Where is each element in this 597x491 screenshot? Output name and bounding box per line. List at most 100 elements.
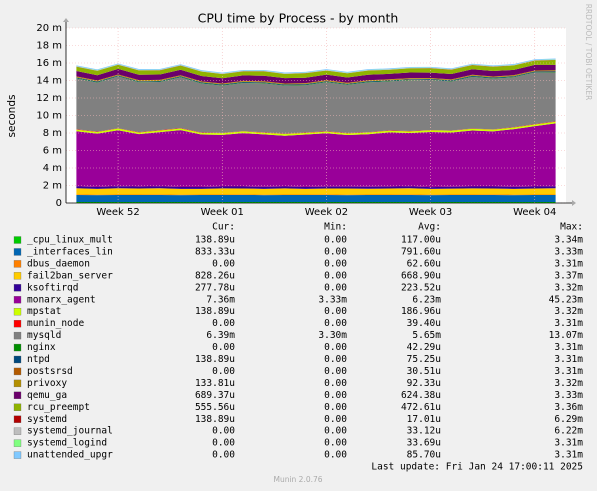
legend-stat: 186.96u xyxy=(401,306,441,317)
legend-header: Cur: xyxy=(212,222,235,233)
legend-stat: 0.00 xyxy=(324,414,347,425)
legend-stat: 0.00 xyxy=(324,270,347,281)
legend-name: systemd_journal xyxy=(27,426,113,437)
legend-stat: 0.00 xyxy=(324,438,347,449)
legend-name: qemu_ga xyxy=(27,390,67,401)
area xyxy=(76,123,556,188)
legend-swatch xyxy=(13,236,22,244)
legend-stat: 555.56u xyxy=(195,402,235,413)
legend-stat: 3.31m xyxy=(554,318,583,329)
y-tick-label: 6 m xyxy=(43,146,62,157)
legend-stat: 3.36m xyxy=(554,402,583,413)
legend-header: Max: xyxy=(560,222,583,233)
legend-name: ntpd xyxy=(27,354,50,365)
legend-name: mysqld xyxy=(27,330,61,341)
legend-stat: 0.00 xyxy=(324,378,347,389)
legend-swatch xyxy=(13,367,22,376)
legend-swatch xyxy=(13,355,22,364)
legend-stat: 3.31m xyxy=(554,366,583,377)
legend-stat: 277.78u xyxy=(195,282,235,293)
area xyxy=(76,72,556,134)
legend-stat: 223.52u xyxy=(401,282,441,293)
y-tick-label: 0 xyxy=(56,198,62,209)
legend-name: _cpu_linux_mult xyxy=(27,235,113,246)
legend-stat: 7.36m xyxy=(206,294,235,305)
legend-swatch xyxy=(13,319,22,328)
legend-stat: 3.31m xyxy=(554,258,583,269)
legend-swatch xyxy=(13,379,22,388)
y-tick-label: 16 m xyxy=(36,58,62,69)
legend-stat: 138.89u xyxy=(195,235,235,246)
legend-stat: 0.00 xyxy=(324,390,347,401)
legend-stat: 0.00 xyxy=(324,246,347,257)
y-tick-label: 10 m xyxy=(36,111,62,122)
x-tick-label: Week 52 xyxy=(96,207,139,218)
legend-stat: 42.29u xyxy=(407,342,441,353)
legend-stat: 0.00 xyxy=(212,342,235,353)
legend-swatch xyxy=(13,296,22,304)
legend-stat: 3.32m xyxy=(554,306,583,317)
y-tick-label: 8 m xyxy=(43,128,62,139)
legend-stat: 45.23m xyxy=(549,294,584,305)
legend-name: nginx xyxy=(27,342,56,353)
legend-stat: 689.37u xyxy=(195,390,235,401)
legend-stat: 472.61u xyxy=(401,402,441,413)
area xyxy=(76,194,556,196)
legend-name: rcu_preempt xyxy=(27,402,90,413)
legend-swatch xyxy=(13,403,22,411)
legend-name: dbus_daemon xyxy=(27,258,90,269)
legend-stat: 833.33u xyxy=(195,246,235,257)
legend-name: systemd xyxy=(27,414,67,425)
legend-stat: 17.01u xyxy=(407,414,441,425)
legend-stat: 0.00 xyxy=(324,306,347,317)
legend-name: postsrsd xyxy=(27,366,73,377)
legend-swatch xyxy=(13,260,22,268)
legend-stat: 13.07m xyxy=(549,330,584,341)
legend-header: Avg: xyxy=(418,222,441,233)
area xyxy=(76,64,556,84)
legend-stat: 0.00 xyxy=(324,402,347,413)
axis-arrow xyxy=(572,200,576,206)
legend-swatch xyxy=(13,439,22,447)
legend-stat: 0.00 xyxy=(324,450,347,461)
area xyxy=(76,70,556,85)
legend-swatch xyxy=(13,331,22,340)
legend-swatch xyxy=(13,391,22,400)
legend-swatch xyxy=(13,248,22,256)
legend-stat: 3.33m xyxy=(318,294,347,305)
legend-stat: 791.60u xyxy=(401,246,441,257)
x-tick-label: Week 04 xyxy=(513,207,556,218)
legend-stat: 75.25u xyxy=(407,354,441,365)
legend-stat: 138.89u xyxy=(195,354,235,365)
legend-name: unattended_upgr xyxy=(27,450,113,461)
legend-swatch xyxy=(13,272,22,280)
legend-name: munin_node xyxy=(27,318,84,329)
legend-name: ksoftirqd xyxy=(27,282,78,293)
legend-stat: 0.00 xyxy=(324,258,347,269)
legend-stat: 138.89u xyxy=(195,414,235,425)
legend-swatch xyxy=(13,451,22,459)
y-tick-label: 20 m xyxy=(36,23,62,34)
legend-stat: 0.00 xyxy=(324,366,347,377)
legend-stat: 133.81u xyxy=(195,378,235,389)
y-tick-label: 4 m xyxy=(43,163,62,174)
legend-stat: 828.26u xyxy=(195,270,235,281)
legend-stat: 6.39m xyxy=(206,330,235,341)
legend-stat: 0.00 xyxy=(212,258,235,269)
legend-stat: 30.51u xyxy=(407,366,441,377)
legend-stat: 3.31m xyxy=(554,450,583,461)
legend-stat: 0.00 xyxy=(212,366,235,377)
legend-stat: 62.60u xyxy=(407,258,441,269)
footer: Munin 2.0.76 xyxy=(273,475,322,484)
last-update: Last update: Fri Jan 24 17:00:11 2025 xyxy=(371,462,583,473)
area xyxy=(76,194,556,203)
legend-swatch xyxy=(13,427,22,435)
legend-name: fail2ban_server xyxy=(27,270,113,281)
legend-stat: 0.00 xyxy=(324,318,347,329)
legend-stat: 5.65m xyxy=(412,330,441,341)
legend-name: privoxy xyxy=(27,378,67,389)
legend-stat: 668.90u xyxy=(401,270,441,281)
legend-stat: 39.40u xyxy=(407,318,441,329)
legend-stat: 0.00 xyxy=(324,342,347,353)
